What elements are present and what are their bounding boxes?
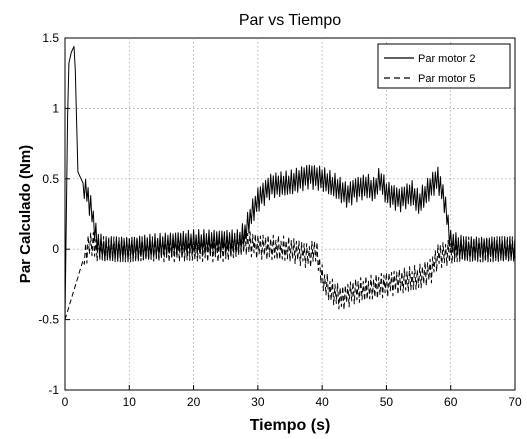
x-tick-label: 70 bbox=[508, 395, 522, 409]
y-axis-ticks: -1 -0.5 0 0.5 1 1.5 bbox=[38, 31, 70, 397]
x-tick-label: 20 bbox=[187, 395, 201, 409]
x-tick-label: 60 bbox=[444, 395, 458, 409]
y-tick-label: 0.5 bbox=[42, 172, 59, 186]
x-tick-label: 40 bbox=[315, 395, 329, 409]
y-tick-label: 0 bbox=[52, 242, 59, 256]
series-line-2 bbox=[64, 229, 516, 320]
x-axis-label: Tiempo (s) bbox=[250, 417, 331, 434]
legend-label-motor-5: Par motor 5 bbox=[418, 73, 475, 85]
y-tick-label: 1 bbox=[52, 101, 59, 115]
y-tick-label: -1 bbox=[48, 383, 59, 397]
legend-label-motor-2: Par motor 2 bbox=[418, 53, 475, 65]
y-tick-label: 1.5 bbox=[42, 31, 59, 45]
legend: Par motor 2 Par motor 5 bbox=[377, 43, 511, 89]
x-tick-label: 30 bbox=[251, 395, 265, 409]
legend-box bbox=[377, 43, 511, 89]
chart-title: Par vs Tiempo bbox=[239, 12, 341, 29]
plot-area bbox=[64, 37, 516, 391]
y-tick-label: -0.5 bbox=[38, 313, 59, 327]
x-axis-ticks: 0 10 20 30 40 50 60 70 bbox=[62, 385, 522, 409]
grid-lines bbox=[65, 38, 515, 390]
x-tick-label: 50 bbox=[380, 395, 394, 409]
y-axis-label: Par Calculado (Nm) bbox=[17, 145, 34, 283]
x-tick-label: 10 bbox=[123, 395, 137, 409]
x-tick-label: 0 bbox=[62, 395, 69, 409]
series-layer bbox=[64, 45, 516, 320]
